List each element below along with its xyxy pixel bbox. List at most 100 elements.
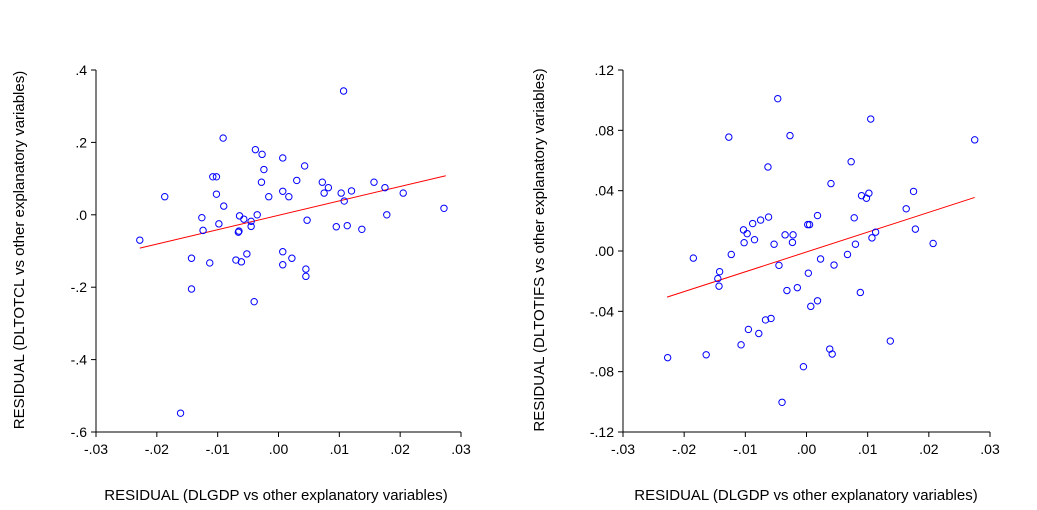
chart-0-point	[320, 189, 328, 197]
chart-1-point	[744, 325, 753, 334]
chart-0-point	[260, 165, 268, 174]
chart-0-point	[339, 87, 348, 95]
chart-1-point	[727, 250, 735, 259]
chart-1-point	[850, 214, 858, 222]
chart-1-point	[805, 220, 814, 229]
chart-0-point	[343, 221, 351, 230]
chart-1-point	[865, 189, 873, 197]
chart-1-point	[902, 205, 910, 213]
chart-0-y-tick-label: .0	[75, 207, 87, 223]
chart-1-y-tick-label: .08	[595, 122, 615, 138]
chart-0-point	[300, 162, 309, 170]
chart-1-point	[911, 225, 920, 233]
chart-1-point	[756, 216, 765, 224]
chart-1-point	[778, 398, 786, 406]
chart-0-fit-line	[139, 175, 446, 249]
chart-0-point	[265, 193, 273, 201]
chart-1-y-tick-label: -.12	[590, 424, 614, 440]
chart-1-point	[764, 213, 773, 221]
chart-1-point	[871, 228, 880, 236]
chart-1-point	[830, 261, 838, 269]
chart-1-point	[847, 158, 855, 166]
chart-1-point	[764, 163, 772, 171]
chart-0-point	[279, 187, 287, 195]
chart-1-y-tick-label: .12	[595, 62, 615, 78]
chart-0-point	[219, 134, 227, 142]
chart-1-point	[748, 219, 757, 228]
chart-1-point	[929, 239, 937, 248]
chart-1-point	[793, 283, 802, 292]
chart-0-point	[340, 197, 348, 205]
chart-0-point	[337, 189, 345, 197]
chart-0-point	[243, 250, 251, 258]
chart-0-point	[220, 202, 228, 210]
chart-1-point	[816, 255, 825, 263]
chart-1-y-tick-label: .04	[595, 183, 615, 199]
chart-0-point	[285, 193, 293, 201]
chart-0-x-tick-label: .03	[451, 441, 471, 457]
chart-1-point	[813, 211, 822, 220]
chart-0-point	[253, 211, 261, 219]
chart-0-point	[383, 211, 391, 219]
chart-0-point	[206, 259, 214, 267]
chart-0-point	[347, 187, 356, 195]
chart-1-point	[774, 94, 782, 103]
chart-1-point	[828, 350, 836, 358]
chart-1-point	[739, 226, 748, 234]
chart-1-point	[856, 288, 865, 297]
chart-1-x-tick-label: .00	[797, 441, 817, 457]
chart-0-point	[187, 254, 196, 262]
chart-1-point	[886, 337, 894, 345]
chart-1-y-tick-label: -.04	[590, 303, 614, 319]
chart-1-point	[689, 254, 698, 262]
chart-1-point	[867, 115, 875, 123]
chart-dltotifs-vs-dlgdp: RESIDUAL (DLTOTIFS vs other explanatory …	[531, 62, 1000, 504]
chart-1-point	[737, 341, 745, 349]
chart-1-point	[740, 239, 748, 247]
chart-1-point	[783, 286, 791, 295]
chart-0-point	[288, 254, 296, 262]
chart-1-x-tick-label: .03	[980, 441, 1000, 457]
chart-0-point	[212, 190, 221, 198]
chart-0-point	[381, 183, 389, 192]
chart-1-point	[788, 238, 797, 247]
chart-0-point	[302, 265, 310, 273]
chart-dltotcl-vs-dlgdp: RESIDUAL (DLTOTCL vs other explanatory v…	[11, 62, 471, 504]
chart-0-y-axis-title: RESIDUAL (DLTOTCL vs other explanatory v…	[11, 71, 28, 429]
chart-0-y-tick-label: -.2	[71, 279, 88, 295]
chart-0-y-tick-label: .4	[75, 62, 87, 78]
chart-1-point	[715, 267, 724, 276]
chart-1-point	[663, 353, 672, 362]
chart-0-x-tick-label: .01	[330, 441, 350, 457]
chart-1-point	[714, 274, 722, 283]
chart-1-point	[725, 133, 733, 141]
chart-0-point	[279, 261, 287, 269]
chart-1-point	[789, 231, 797, 239]
chart-1-point	[799, 362, 808, 371]
chart-0-point	[212, 173, 221, 181]
chart-0-point	[279, 154, 287, 162]
chart-1-x-tick-label: -.01	[733, 441, 757, 457]
chart-1-x-tick-label: -.03	[611, 441, 635, 457]
chart-0-point	[293, 176, 301, 185]
chart-1-x-tick-label: .01	[858, 441, 878, 457]
chart-0-point	[161, 193, 169, 201]
chart-1-point	[715, 282, 723, 290]
chart-1-point	[743, 229, 751, 238]
chart-1-point	[807, 302, 815, 311]
chart-0-y-tick-label: -.6	[71, 424, 88, 440]
chart-1-point	[843, 250, 852, 259]
chart-1-point	[804, 269, 813, 277]
chart-0-point	[318, 178, 326, 186]
chart-1-point	[851, 240, 860, 248]
chart-0-point	[279, 248, 287, 256]
chart-0-y-tick-label: -.4	[71, 352, 88, 368]
chart-0-point	[258, 150, 266, 159]
chart-1-point	[827, 179, 835, 188]
chart-0-point	[187, 285, 196, 293]
chart-0-x-tick-label: -.01	[206, 441, 230, 457]
chart-0-point	[302, 272, 310, 281]
chart-0-point	[215, 220, 223, 228]
chart-0-point	[235, 212, 244, 220]
chart-1-point	[813, 297, 822, 305]
